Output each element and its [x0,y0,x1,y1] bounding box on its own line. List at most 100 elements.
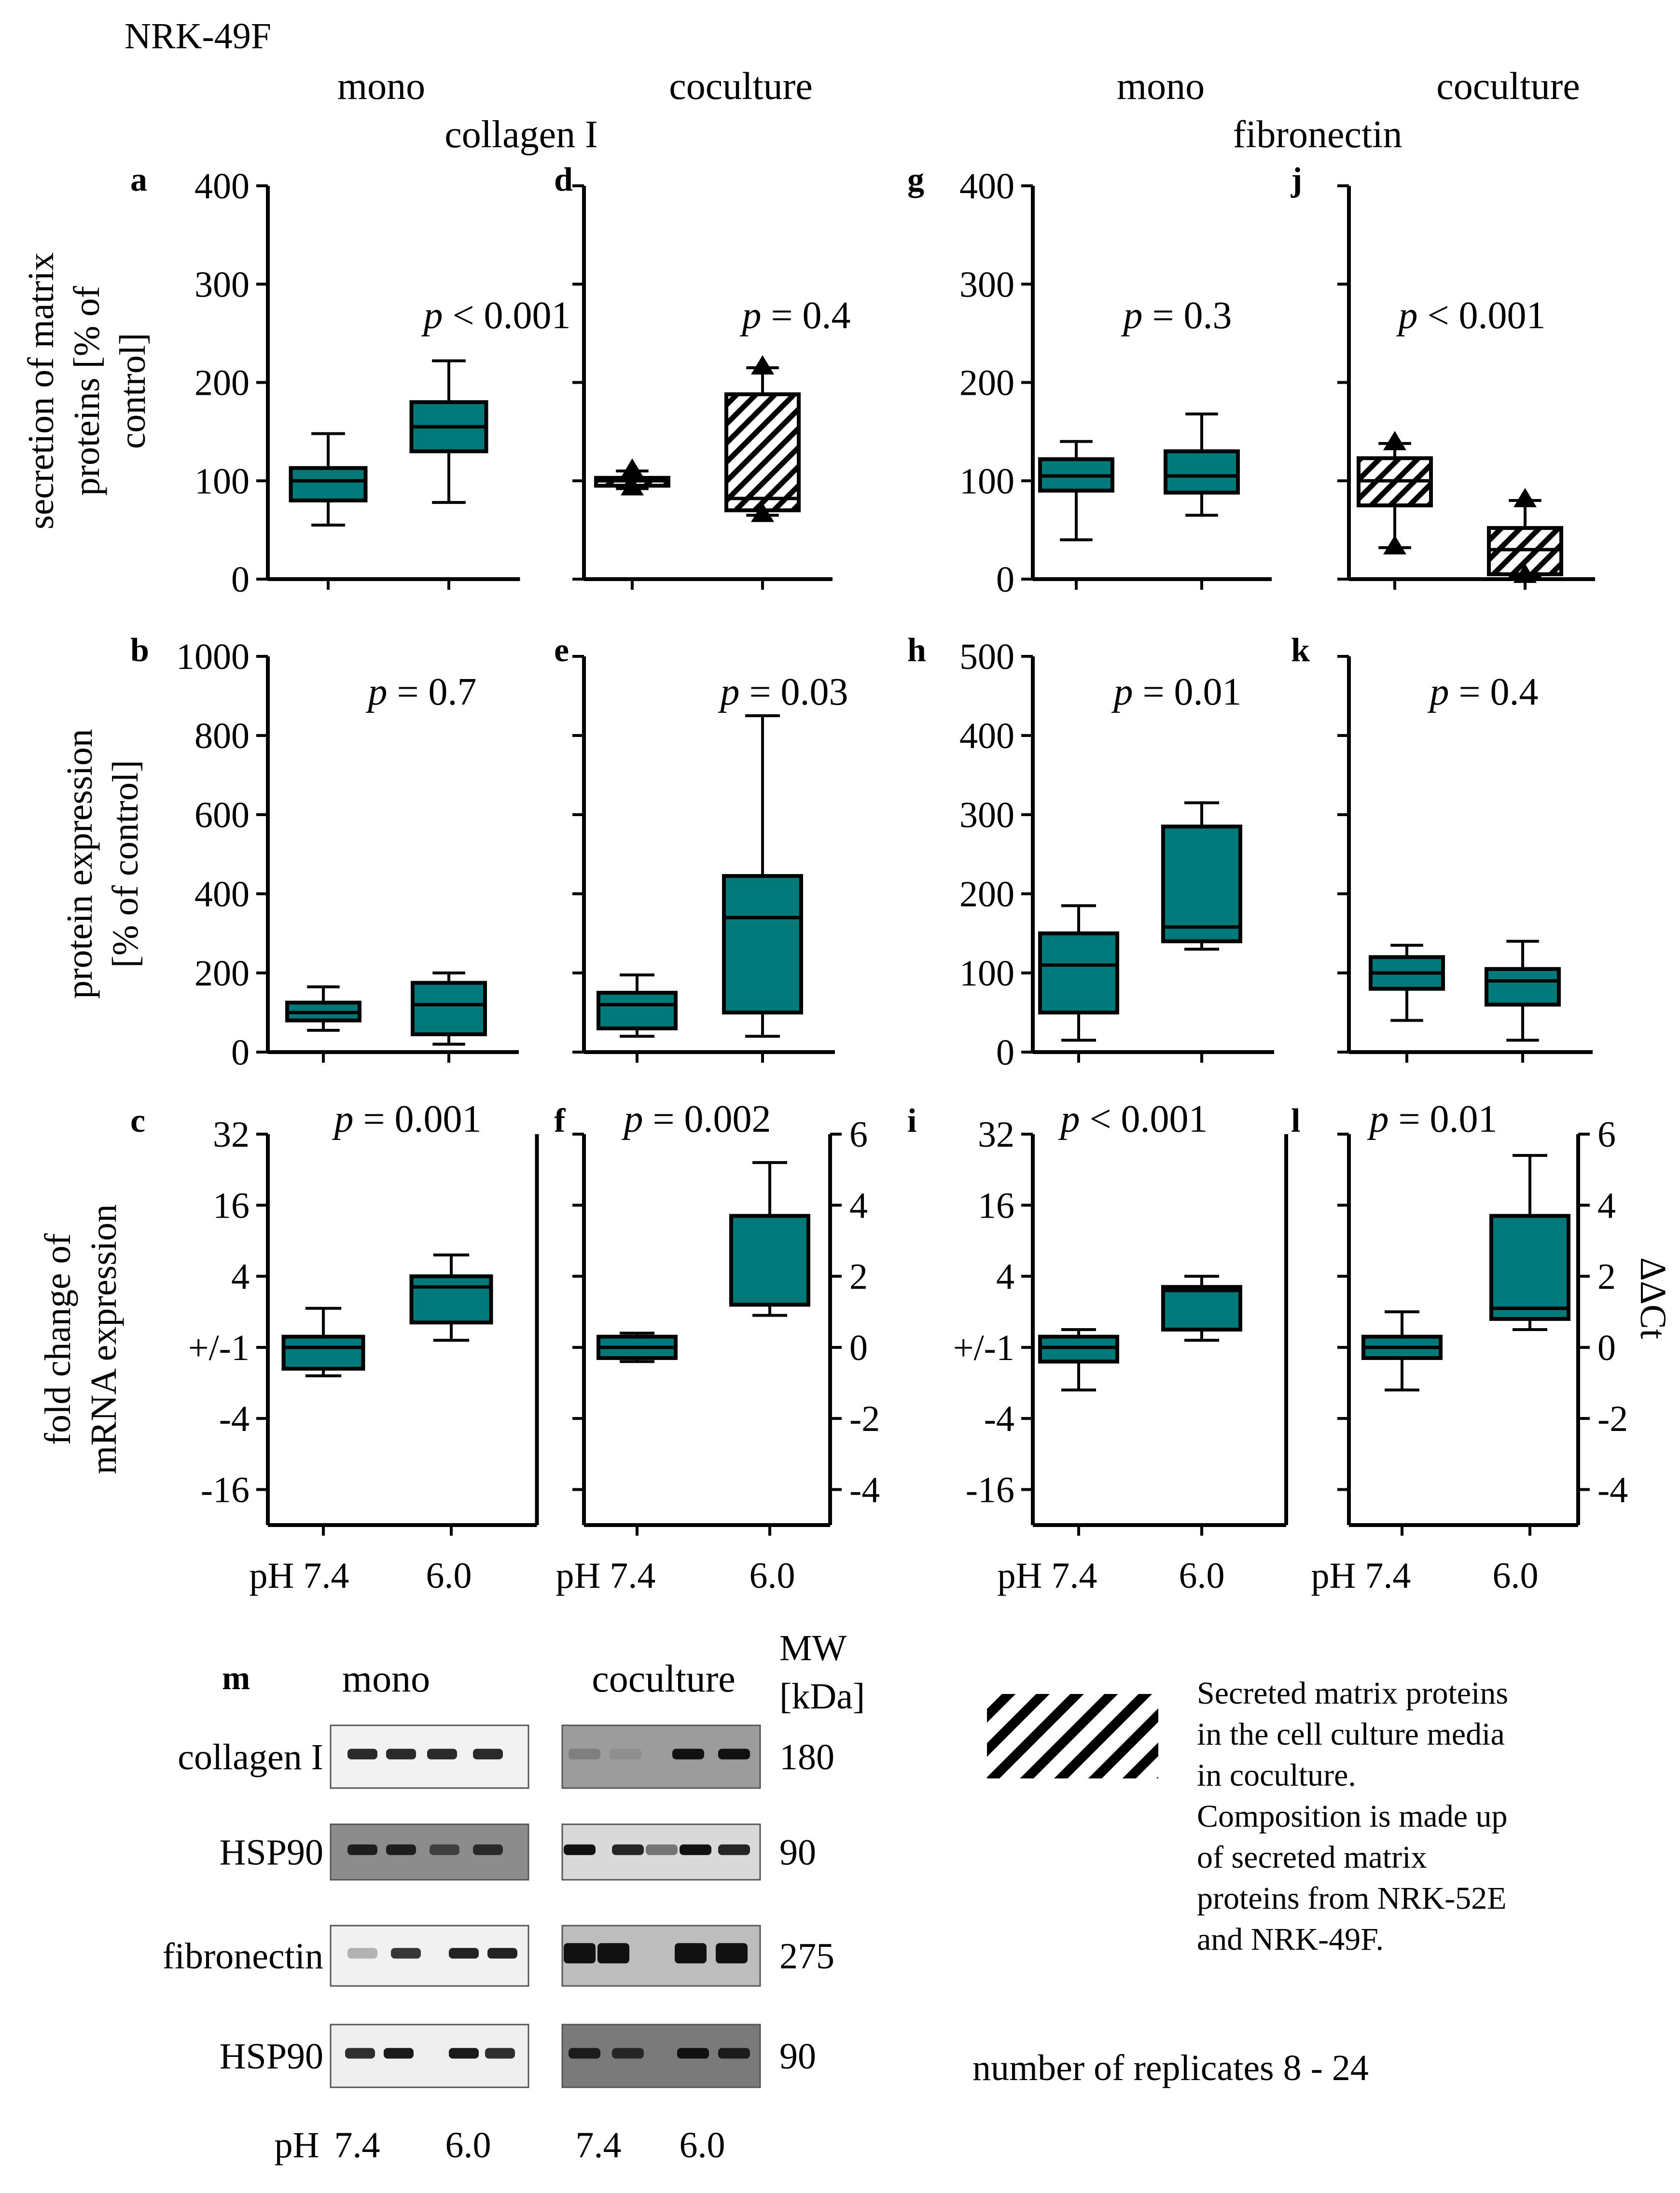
box-ph60 [411,972,487,1046]
blot-row-label: fibronectin [163,1936,323,1977]
panel-label-f: f [554,1102,566,1139]
x-label-ph60: 6.0 [1493,1555,1539,1596]
box-iqr [1485,967,1561,1007]
box-ph74 [1361,1310,1443,1392]
right-tick-label: 4 [1597,1185,1616,1226]
y-tick-label: 800 [194,716,250,756]
p-value-label: p = 0.4 [739,294,850,337]
outlier-marker [751,355,774,375]
blot-band [449,1948,479,1959]
blot-mw-label: 90 [779,2036,816,2077]
box-ph60 [1161,1275,1242,1342]
legend-line-3: in coculture. [1197,1758,1356,1793]
y-tick-label: -16 [201,1470,250,1510]
box-iqr [729,1214,810,1307]
y-tick-label: 100 [959,461,1014,501]
wb-header-mono: mono [342,1658,430,1700]
blot-rows: collagen I 180 HSP90 90 fibronectin 275 HSP90 9… [163,1724,834,2088]
box-iqr [1038,1334,1119,1364]
box-ph60 [409,1253,493,1342]
p-value-label: p = 0.4 [1427,671,1538,713]
y-tick-label: 300 [959,795,1014,835]
row-label-expression: protein expression [% of control] [59,729,146,999]
panel-k: k p = 0.4 [1291,632,1593,1063]
row-label-secretion-line3: control] [112,333,153,449]
p-value-label: p = 0.7 [365,671,476,713]
y-tick-label: 0 [231,559,250,600]
outlier-marker [621,458,644,478]
blot-row-2: HSP90 90 [220,1823,816,1881]
y-tick-label: 200 [959,363,1014,403]
legend-line-1: Secreted matrix proteins [1197,1676,1508,1711]
blot-band [427,1749,457,1760]
y-tick-label: 300 [959,264,1014,305]
right-tick-label: -4 [849,1470,880,1510]
row-label-expression-line1: protein expression [59,729,100,999]
legend-line-7: and NRK-49F. [1197,1922,1384,1957]
blot-band [386,1749,416,1760]
box-iqr [722,874,803,1014]
row-label-secretion-line1: secretion of matrix [21,252,61,529]
y-tick-label: 32 [978,1114,1014,1155]
group-label-fibronectin-mono: mono [1117,65,1205,108]
blot-band [430,1844,459,1855]
blot-band [672,1749,704,1760]
box-iqr [411,981,487,1037]
blot-band [718,2048,750,2059]
panel-label-j: j [1291,161,1302,198]
box-ph74 [289,432,368,527]
panel-label-l: l [1291,1102,1300,1139]
panel-f: f -4 -2 0 2 4 6 p = 0.002 [554,1098,880,1536]
box-ph60 [1485,940,1561,1042]
row-label-expression-line2: [% of control] [105,760,146,968]
panel-a: a 0 100 200 300 400 p < 0.001 [130,161,571,600]
legend-line-5: of secreted matrix [1197,1840,1427,1875]
blot-band [345,2048,375,2059]
blot-band [718,1749,750,1760]
y-tick-label: 400 [194,874,250,915]
box-iqr [1489,1214,1570,1321]
row-label-secretion: secretion of matrix proteins [% of contr… [21,252,153,529]
wb-ph-co-74: 7.4 [576,2125,622,2165]
y-tick-label: 0 [996,1032,1014,1073]
right-tick-label: 2 [1597,1257,1616,1297]
blot-band [569,2048,600,2059]
p-value-label: p < 0.001 [421,294,570,337]
box-ph60 [722,714,803,1038]
blot-band [675,1943,707,1964]
x-labels-collagen-mono: pH 7.4 6.0 [250,1555,472,1596]
row-label-mrna-line2: mRNA expression [83,1204,124,1474]
panel-l: l -4 -2 0 2 4 6 p = 0.01 [1291,1098,1628,1536]
p-value-label: p < 0.001 [1396,294,1545,337]
blot-row-4: HSP90 90 [220,2024,816,2088]
blot-row-label: HSP90 [220,1832,323,1873]
y-tick-label: 4 [996,1257,1014,1297]
panel-label-a: a [130,161,147,198]
box-ph74 [1038,904,1119,1042]
replicates-footnote: number of replicates 8 - 24 [972,2048,1369,2088]
box-iqr [724,392,801,513]
box-ph74 [594,458,670,496]
panel-label-i: i [907,1102,916,1139]
p-value-label: p = 0.01 [1367,1098,1497,1140]
blot-band [487,1948,517,1959]
outlier-marker [1513,563,1537,583]
x-label-ph74: pH 7.4 [998,1555,1097,1596]
box-iqr [597,991,678,1030]
wb-ph-mono-74: 7.4 [334,2125,380,2165]
y-tick-label: 100 [959,953,1014,994]
y-tick-label: +/-1 [188,1328,250,1368]
outlier-marker [1513,488,1537,507]
y-tick-label: 32 [213,1114,250,1155]
box-ph74 [285,985,361,1032]
box-iqr [1161,1285,1242,1332]
blot-row-1: collagen I 180 [178,1724,834,1789]
box-iqr [409,1274,493,1325]
y-tick-label: 1000 [176,637,250,677]
box-ph74 [597,1332,678,1363]
y-tick-label: 200 [959,874,1014,915]
wb-header-kda: [kDa] [779,1676,865,1717]
y-tick-label: 16 [213,1185,250,1226]
box-iqr [1038,931,1119,1014]
blot-band [677,2048,709,2059]
